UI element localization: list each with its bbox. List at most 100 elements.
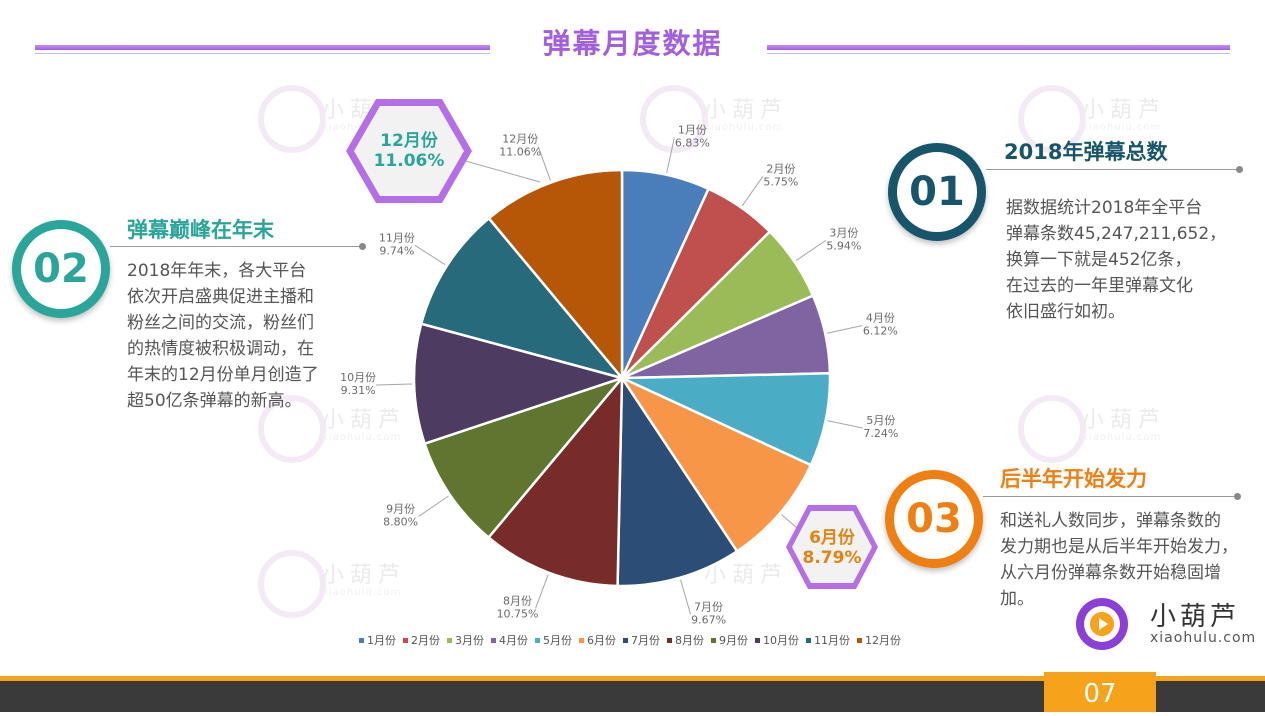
callout-dec-leader [461,159,541,183]
text-line: 超50亿条弹幕的新高。 [127,391,302,411]
slice-label: 11月份 [379,231,415,244]
title-rule-left [35,45,490,54]
slice-label: 2月份 [766,162,795,175]
legend-item: 2月份 [403,632,440,648]
section-02-badge: 02 [12,220,110,318]
slice-value-label: 6.12% [863,325,898,338]
section-02-heading: 弹幕巅峰在年末 [127,218,274,242]
legend-item: 8月份 [667,632,704,648]
watermark-logo [1018,395,1086,463]
callout-jun-value: 8.79% [802,548,862,568]
pie-border [413,169,831,587]
leader-line [666,137,675,173]
watermark-sub: xiaohulu.com [322,587,402,598]
watermark-text: 小葫芦 [704,563,789,588]
section-01-badge: 01 [888,143,986,241]
slice-value-label: 9.31% [341,384,376,397]
text-line: 和送礼人数同步，弹幕条数的 [1000,511,1221,531]
leader-line [827,420,863,429]
watermark-text: 小葫芦 [1082,408,1167,433]
leader-line [535,574,549,609]
watermark-text: 小葫芦 [704,98,789,123]
slice-value-label: 5.94% [826,239,861,252]
watermark-sub: xiaohulu.com [1082,122,1162,133]
text-line: 弹幕条数45,247,211,652， [1006,224,1227,244]
footer-accent [0,676,1265,681]
section-01-rule [986,169,1238,170]
legend-swatch [491,637,496,643]
section-01-heading: 2018年弹幕总数 [1004,140,1168,164]
slice-label: 9月份 [386,502,415,515]
legend-swatch [447,637,452,643]
legend-swatch [535,637,540,643]
text-line: 换算一下就是452亿条， [1006,250,1192,270]
slice-label: 10月份 [340,371,376,384]
watermark-logo [258,395,326,463]
section-02-dot [359,243,366,250]
watermark-logo [258,550,326,618]
legend-label: 4月份 [499,634,528,647]
watermark-logo [258,85,326,153]
legend-label: 3月份 [455,634,484,647]
legend-label: 1月份 [367,634,396,647]
chart-legend: 1月份 2月份 3月份 4月份 5月份 6月份 7月份 8月份 9月份 10月份 11月份 12月份 [340,632,920,648]
leader-line [376,383,413,386]
text-line: 依旧盛行如初。 [1006,302,1125,322]
slice-value-label: 6.83% [675,137,710,150]
callout-jun-text: 6月份 8.79% [784,528,880,568]
legend-label: 7月份 [631,634,660,647]
text-line: 发力期也是从后半年开始发力， [1000,537,1238,557]
section-03-heading: 后半年开始发力 [1000,467,1147,491]
legend-item: 3月份 [447,632,484,648]
legend-label: 2月份 [411,634,440,647]
text-line: 依次开启盛典促进主播和 [127,287,314,307]
legend-label: 10月份 [763,634,799,647]
logo-icon [1076,598,1128,650]
legend-label: 12月份 [865,634,901,647]
section-03-badge: 03 [885,470,983,568]
leader-line [418,495,449,517]
watermark-logo [640,85,708,153]
section-01-dot [1236,166,1243,173]
page-title: 弹幕月度数据 [542,27,723,60]
callout-dec-value: 11.06% [373,151,445,171]
section-01-number: 01 [909,169,965,215]
slice-value-label: 7.24% [863,427,898,440]
text-line: 加。 [1000,589,1034,609]
callout-jun-hexagon: 6月份 8.79% [784,502,880,592]
legend-swatch [857,637,862,643]
watermark-text: 小葫芦 [1082,98,1167,123]
legend-swatch [667,637,672,643]
watermark-logo [1018,85,1086,153]
callout-dec-hexagon: 12月份 11.06% [344,95,474,207]
section-01-body: 据数据统计2018年全平台 弹幕条数45,247,211,652， 换算一下就是… [1006,195,1246,325]
legend-item: 10月份 [755,632,799,648]
leader-line [680,579,692,615]
legend-item: 5月份 [535,632,572,648]
legend-item: 1月份 [359,632,396,648]
section-03-dot [1234,493,1241,500]
callout-jun-label: 6月份 [809,528,855,548]
leader-line [795,239,827,261]
watermark-sub: xiaohulu.com [322,432,402,443]
watermark-text: 小葫芦 [322,408,407,433]
text-line: 的热情度被积极调动，在 [127,339,314,359]
slice-label: 5月份 [866,414,895,427]
legend-item: 7月份 [623,632,660,648]
slice-label: 4月份 [866,312,895,325]
section-03-number: 03 [906,496,962,542]
slice-value-label: 9.67% [691,613,726,626]
slice-value-label: 8.80% [383,515,418,528]
leader-line [537,146,551,181]
slice-label: 8月份 [503,594,532,607]
text-line: 在过去的一年里弹幕文化 [1006,276,1193,296]
slice-label: 7月份 [694,600,723,613]
slice-value-label: 5.75% [763,175,798,188]
slice-value-label: 11.06% [499,146,541,159]
text-line: 从六月份弹幕条数开始稳固增 [1000,563,1221,583]
title-rule-right [767,45,1230,54]
legend-swatch [359,637,364,643]
slice-label: 12月份 [502,133,538,146]
